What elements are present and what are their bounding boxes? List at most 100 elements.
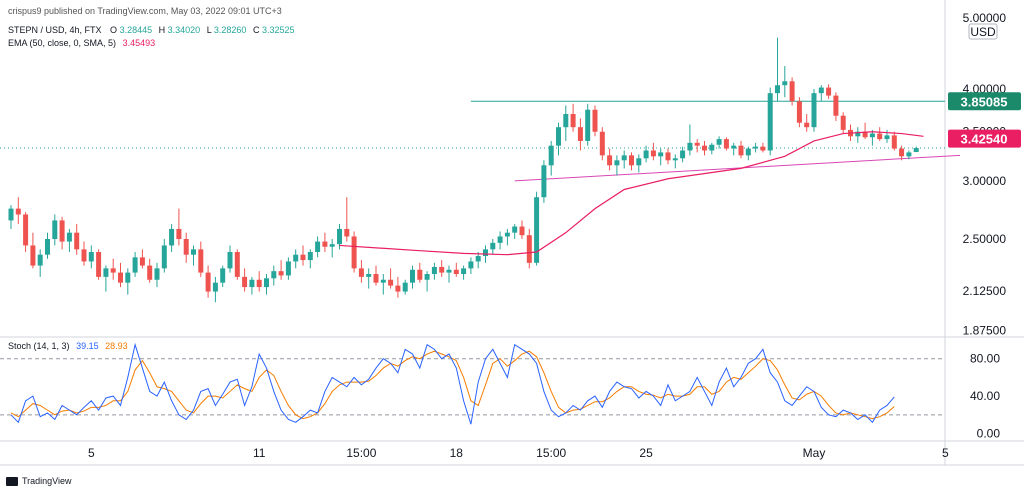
candle-body [585, 109, 591, 141]
candle-body [475, 256, 481, 262]
candle-body [453, 269, 459, 275]
ohlc-close-key: C [252, 25, 260, 35]
currency-label-box [968, 23, 998, 40]
ema-label[interactable]: EMA (50, close, 0, SMA, 5) [8, 38, 117, 48]
candle-body [577, 127, 583, 141]
tradingview-logo-icon [6, 476, 18, 486]
candle-body [446, 269, 452, 273]
candle-body [358, 268, 364, 277]
candle-body [658, 152, 664, 157]
candle-body [490, 242, 496, 250]
candle-body [891, 135, 897, 149]
currency-label: USD [970, 25, 996, 39]
candle-body [519, 226, 525, 236]
stoch-tick-label: 80.00 [970, 352, 1000, 366]
candle-body [271, 271, 277, 279]
candle-body [278, 271, 284, 276]
candle-body [191, 249, 196, 255]
candle-body [256, 279, 262, 288]
candle-body [694, 142, 700, 146]
resistance-price-badge [948, 92, 1021, 111]
candle-body [599, 131, 605, 156]
candle-body [723, 139, 729, 149]
price-tick-label: 3.00000 [963, 174, 1007, 188]
candle-body [738, 145, 744, 156]
candle-body [154, 268, 160, 280]
candle-body [833, 95, 839, 116]
candle-body [205, 272, 211, 292]
date-tick-label: 15:00 [346, 446, 376, 460]
stoch-label[interactable]: Stoch (14, 1, 3) [8, 341, 70, 351]
candle-body [731, 145, 737, 149]
candle-body [709, 144, 715, 151]
candle-body [242, 276, 248, 288]
candle-body [322, 241, 328, 247]
candle-body [424, 274, 430, 280]
candle-body [132, 257, 138, 273]
candle-body [23, 214, 29, 246]
candle-body [541, 165, 547, 198]
symbol-legend: STEPN / USD, 4h, FTX O 3.28445 H 3.34020… [8, 25, 295, 35]
ohlc-open-value: 3.28445 [119, 25, 153, 35]
candle-body [110, 268, 116, 273]
candle-body [607, 155, 613, 166]
candle-body [680, 150, 686, 159]
candle-body [526, 235, 532, 263]
candle-body [818, 87, 824, 94]
candle-body [103, 268, 109, 277]
candle-body [650, 150, 656, 157]
candle-body [373, 274, 379, 283]
candle-body [198, 249, 204, 273]
tradingview-brand: TradingView [22, 476, 72, 486]
candle-body [410, 269, 415, 283]
candle-body [249, 279, 255, 288]
candle-body [315, 241, 321, 253]
candle-body [497, 236, 503, 243]
candle-body [212, 282, 218, 292]
candle-body [81, 249, 87, 262]
candle-body [15, 208, 21, 215]
candle-body [74, 232, 80, 250]
candle-body [337, 228, 342, 245]
current-price-badge-text: 3.42540 [961, 132, 1008, 147]
candle-body [534, 197, 540, 263]
candle-body [811, 93, 817, 128]
date-tick-label: 15:00 [536, 446, 566, 460]
candle-body [125, 272, 131, 283]
candle-body [636, 158, 642, 166]
candle-body [8, 208, 14, 221]
candle-body [760, 146, 766, 151]
candle-body [307, 252, 313, 261]
candle-body [899, 148, 905, 157]
tradingview-footer[interactable]: TradingView [6, 476, 72, 486]
stoch-d-line [10, 350, 895, 420]
ema-value: 3.45493 [122, 38, 156, 48]
candle-body [804, 122, 810, 128]
candle-body [176, 228, 182, 239]
candle-body [300, 254, 306, 261]
candle-body [431, 266, 437, 275]
candle-body [665, 152, 671, 161]
candle-body [855, 131, 861, 137]
candle-body [840, 115, 846, 130]
symbol-label[interactable]: STEPN / USD, 4h, FTX [8, 25, 102, 35]
candle-body [621, 155, 627, 161]
date-tick-label: 18 [450, 446, 464, 460]
date-tick-label: 5 [88, 446, 95, 460]
candle-body [30, 245, 36, 266]
resistance-price-badge-text: 3.85085 [961, 94, 1008, 109]
candle-body [745, 148, 751, 156]
candle-body [169, 228, 175, 246]
stoch-k-value: 39.15 [76, 341, 99, 351]
candle-body [614, 160, 620, 166]
candle-body [66, 232, 72, 242]
candle-body [264, 278, 269, 288]
date-tick-label: 25 [639, 446, 653, 460]
ohlc-close-value: 3.32525 [261, 25, 295, 35]
candle-body [366, 274, 372, 277]
candle-body [716, 139, 722, 145]
candle-body [913, 148, 919, 152]
ohlc-high-key: H [158, 25, 166, 35]
